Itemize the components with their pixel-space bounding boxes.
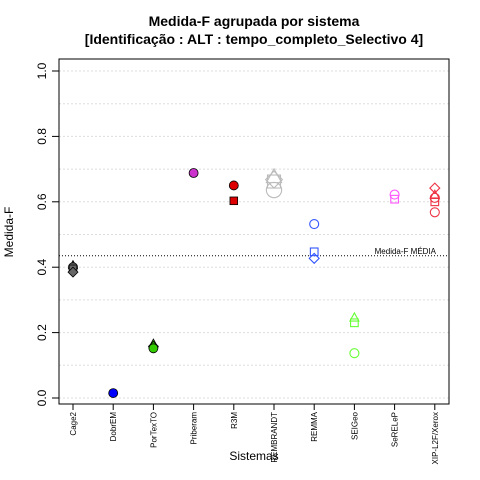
data-point-circle	[108, 388, 119, 398]
data-point-circle	[309, 218, 320, 230]
y-tick-label: 0.2	[35, 324, 49, 341]
data-point-triangle	[348, 311, 360, 322]
x-tick-label: REMBRANDT	[270, 412, 279, 463]
x-axis-label: Sistemas	[229, 449, 278, 463]
data-point-circle	[429, 207, 440, 218]
y-tick-label: 0.0	[35, 389, 49, 406]
data-point-square	[390, 194, 399, 204]
x-tick-label: DobrEM	[109, 412, 118, 442]
data-point-square	[229, 196, 239, 206]
data-point-diamond	[429, 182, 441, 194]
y-axis: 0.0 0.2 0.4 0.6 0.8 1.0	[35, 62, 59, 406]
x-tick-label: Priberam	[190, 412, 199, 445]
data-point-diamond	[308, 252, 320, 265]
x-tick-label: XIP-L2F/Xerox	[431, 412, 440, 464]
data-point-circle	[429, 192, 440, 203]
x-tick-label: Cage2	[69, 411, 78, 435]
x-tick-label: REMMA	[310, 411, 319, 441]
data-point-square	[266, 174, 282, 189]
y-tick-label: 0.6	[35, 193, 49, 210]
data-point-square	[430, 197, 440, 207]
x-tick-label: PorTexTO	[149, 412, 158, 448]
mean-reference-label: Medida-F MÉDIA	[375, 247, 437, 256]
data-point-square	[350, 318, 359, 328]
data-point-diamond	[67, 266, 79, 278]
chart-subtitle: [Identificação : ALT : tempo_completo_Se…	[85, 31, 423, 47]
data-point-circle	[389, 189, 400, 200]
data-point-square	[309, 247, 319, 257]
data-point-circle	[148, 343, 159, 354]
data-point-circle	[188, 168, 199, 178]
x-tick-label: SEIGeo	[350, 411, 359, 440]
chart-title: Medida-F agrupada por sistema	[149, 13, 360, 29]
data-point-circle	[228, 180, 239, 191]
y-tick-label: 0.4	[35, 259, 49, 276]
y-axis-label: Medida-F	[2, 207, 16, 258]
x-tick-label: R3M	[230, 412, 239, 429]
x-tick-label: SeRELeP	[391, 412, 400, 447]
gridlines	[59, 70, 449, 399]
y-tick-label: 0.8	[35, 128, 49, 145]
y-tick-label: 1.0	[35, 62, 49, 79]
plot-frame	[58, 58, 450, 405]
data-point-circle	[349, 348, 360, 359]
data-point-circle	[265, 181, 283, 199]
data-points	[67, 167, 441, 398]
x-axis: Cage2 DobrEM PorTexTO Priberam R3M REMBRANDT R…	[69, 404, 440, 464]
